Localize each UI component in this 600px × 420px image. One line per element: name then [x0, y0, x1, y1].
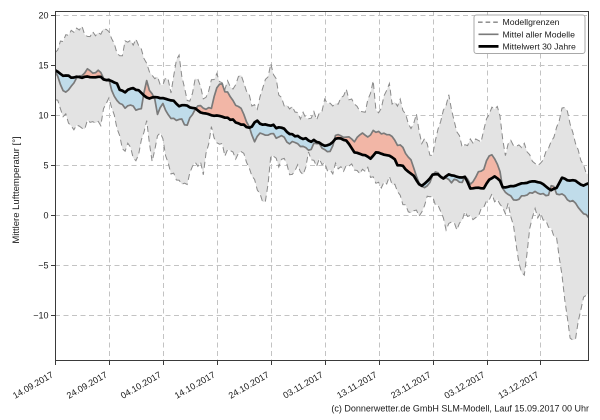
svg-text:10: 10	[38, 111, 48, 121]
svg-text:Mittlere Lufttemperatur [°]: Mittlere Lufttemperatur [°]	[11, 136, 22, 243]
svg-text:(c) Donnerwetter.de GmbH SLM-M: (c) Donnerwetter.de GmbH SLM-Modell, Lau…	[331, 404, 589, 414]
svg-text:5: 5	[43, 161, 48, 171]
svg-text:20: 20	[38, 11, 48, 21]
svg-text:15: 15	[38, 61, 48, 71]
svg-text:−10: −10	[33, 311, 48, 321]
svg-text:Mittelwert 30 Jahre: Mittelwert 30 Jahre	[503, 41, 577, 51]
svg-text:Mittel aller Modelle: Mittel aller Modelle	[503, 29, 576, 39]
svg-text:−5: −5	[38, 261, 48, 271]
svg-text:Modellgrenzen: Modellgrenzen	[503, 17, 560, 27]
svg-text:0: 0	[43, 211, 48, 221]
